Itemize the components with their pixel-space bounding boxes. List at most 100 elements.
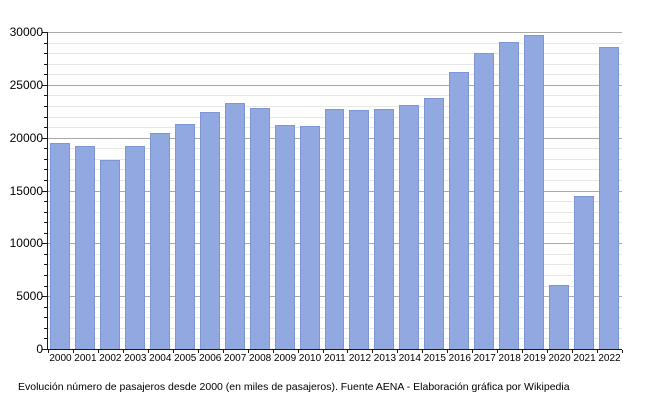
y-axis-label: 20000 bbox=[9, 130, 43, 145]
bar-2000 bbox=[50, 143, 70, 349]
y-gridline-major bbox=[48, 84, 622, 86]
x-axis-label: 2004 bbox=[149, 353, 172, 364]
x-axis-tick bbox=[372, 350, 374, 353]
x-axis-label: 2002 bbox=[99, 353, 122, 364]
y-axis-tick bbox=[44, 306, 48, 308]
y-axis-tick bbox=[44, 253, 48, 255]
x-axis-tick bbox=[197, 350, 199, 353]
x-axis-label: 2021 bbox=[573, 353, 596, 364]
x-axis-label: 2016 bbox=[448, 353, 471, 364]
y-gridline-minor bbox=[48, 42, 622, 44]
x-axis-label: 2005 bbox=[174, 353, 197, 364]
x-axis-tick bbox=[397, 350, 399, 353]
y-axis-tick bbox=[44, 158, 48, 160]
bar-2016 bbox=[449, 71, 470, 349]
y-gridline-minor bbox=[48, 105, 622, 107]
x-axis-tick bbox=[547, 350, 549, 353]
bar-2020 bbox=[549, 284, 570, 349]
y-axis-tick bbox=[44, 317, 48, 319]
bar-2004 bbox=[149, 132, 170, 349]
y-axis-tick bbox=[44, 116, 48, 118]
y-axis-tick bbox=[44, 201, 48, 203]
y-axis-tick bbox=[42, 296, 48, 298]
x-axis-tick bbox=[72, 350, 74, 353]
bar-2010 bbox=[299, 125, 320, 349]
x-axis-label: 2007 bbox=[224, 353, 247, 364]
bar-2009 bbox=[274, 125, 295, 349]
x-axis-tick bbox=[222, 350, 224, 353]
y-axis-tick bbox=[44, 95, 48, 97]
y-axis-tick bbox=[44, 338, 48, 340]
x-axis-tick bbox=[247, 350, 249, 353]
y-axis-label: 30000 bbox=[9, 25, 43, 39]
y-axis-tick bbox=[44, 42, 48, 44]
y-axis-tick bbox=[44, 53, 48, 55]
y-axis-tick bbox=[44, 285, 48, 287]
bar-2021 bbox=[574, 195, 595, 349]
x-axis-label: 2019 bbox=[523, 353, 546, 364]
x-axis-label: 2022 bbox=[598, 353, 621, 364]
x-axis-label: 2000 bbox=[49, 353, 72, 364]
y-gridline-minor bbox=[48, 63, 622, 65]
x-axis-label: 2015 bbox=[423, 353, 446, 364]
x-axis-tick bbox=[272, 350, 274, 353]
bar-2014 bbox=[399, 104, 420, 349]
x-axis-tick bbox=[622, 350, 623, 353]
x-axis-label: 2014 bbox=[398, 353, 421, 364]
bar-2011 bbox=[324, 108, 345, 349]
y-axis-tick bbox=[44, 127, 48, 129]
x-axis-label: 2010 bbox=[298, 353, 322, 364]
y-gridline-minor bbox=[48, 74, 622, 76]
bar-2013 bbox=[374, 108, 395, 349]
y-axis-tick bbox=[44, 264, 48, 266]
x-axis-line bbox=[47, 349, 622, 350]
x-axis-tick bbox=[297, 350, 299, 353]
y-axis-tick bbox=[42, 243, 48, 245]
y-axis-label: 0 bbox=[36, 342, 43, 356]
plot-area bbox=[42, 32, 623, 353]
bar-2017 bbox=[474, 53, 495, 349]
y-axis-tick bbox=[44, 148, 48, 150]
x-axis-label: 2020 bbox=[548, 353, 571, 364]
x-axis-label: 2013 bbox=[373, 353, 397, 364]
x-axis-label: 2011 bbox=[324, 353, 346, 364]
y-axis-tick bbox=[44, 275, 48, 277]
x-axis-tick bbox=[48, 350, 49, 353]
bar-2005 bbox=[174, 124, 195, 349]
x-axis-tick bbox=[497, 350, 499, 353]
x-axis-tick bbox=[122, 350, 124, 353]
bar-2015 bbox=[424, 97, 445, 349]
bar-2003 bbox=[124, 146, 145, 349]
x-axis-tick bbox=[522, 350, 524, 353]
x-axis-label: 2001 bbox=[74, 353, 97, 364]
y-axis-tick bbox=[42, 84, 48, 86]
y-axis-tick bbox=[44, 222, 48, 224]
bar-2022 bbox=[599, 46, 619, 349]
bar-2001 bbox=[74, 146, 95, 349]
x-axis-label: 2009 bbox=[273, 353, 297, 364]
y-gridline-major bbox=[48, 32, 622, 33]
y-axis-tick bbox=[44, 327, 48, 329]
y-axis-tick bbox=[42, 190, 48, 192]
x-axis-tick bbox=[447, 350, 449, 353]
x-axis-tick bbox=[597, 350, 599, 353]
chart-caption: Evolución número de pasajeros desde 2000… bbox=[18, 381, 570, 393]
x-axis-label: 2017 bbox=[473, 353, 496, 364]
y-axis-tick bbox=[44, 211, 48, 213]
y-axis-tick bbox=[42, 349, 48, 350]
y-axis-label: 10000 bbox=[9, 236, 43, 251]
y-axis-label: 25000 bbox=[9, 77, 43, 92]
x-axis-label: 2008 bbox=[248, 353, 272, 364]
x-axis-label: 2006 bbox=[199, 353, 222, 364]
x-axis-tick bbox=[572, 350, 574, 353]
y-gridline-minor bbox=[48, 95, 622, 97]
y-axis-tick bbox=[44, 179, 48, 181]
y-axis-tick bbox=[44, 169, 48, 171]
y-axis-tick bbox=[44, 232, 48, 234]
y-axis-tick bbox=[44, 74, 48, 76]
y-gridline-minor bbox=[48, 53, 622, 55]
bar-2002 bbox=[99, 160, 120, 349]
y-axis-label: 15000 bbox=[9, 183, 43, 198]
x-axis-tick bbox=[147, 350, 149, 353]
